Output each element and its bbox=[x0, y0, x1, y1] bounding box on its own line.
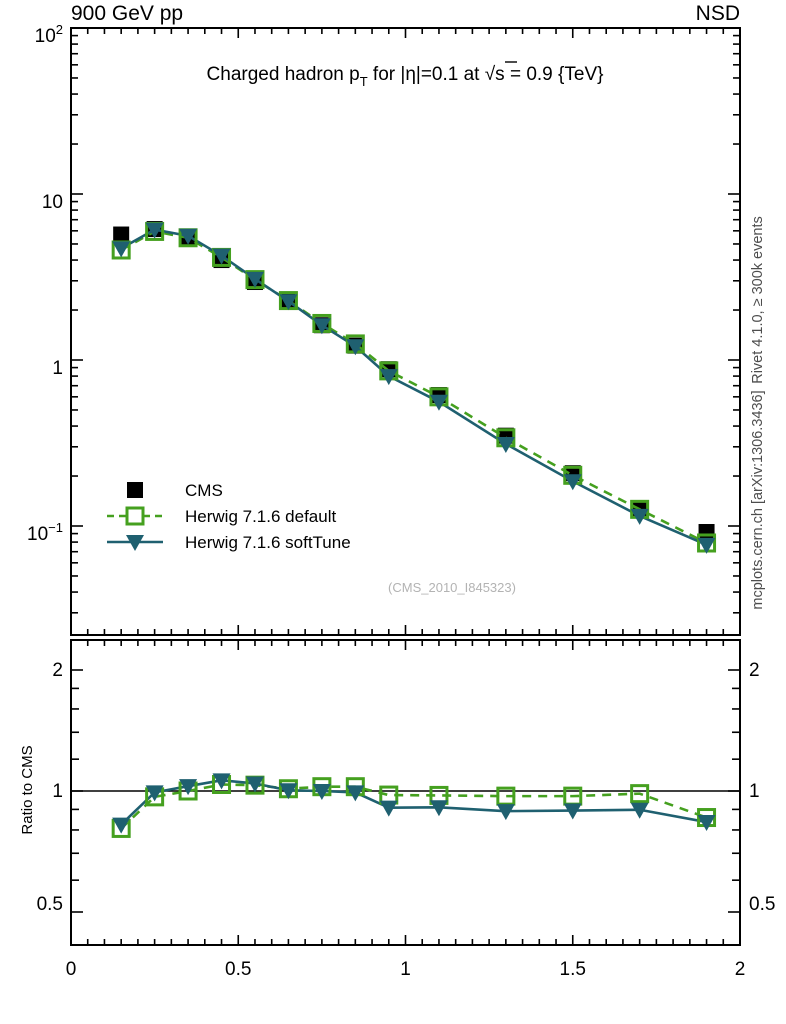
side-label-rivet: Rivet 4.1.0, ≥ 300k events bbox=[750, 216, 766, 384]
datapoint-herwig-softtune bbox=[379, 369, 398, 386]
datapoint-herwig-softtune bbox=[563, 474, 582, 491]
ratio-point-herwig-softtune bbox=[312, 784, 331, 800]
main-ytick-0.1: 10−1 bbox=[27, 520, 63, 545]
datapoint-herwig-softtune bbox=[212, 248, 231, 265]
ratio-panel-ticks bbox=[70, 640, 741, 945]
ratio-point-herwig-softtune bbox=[212, 773, 231, 790]
ratio-point-herwig-softtune bbox=[630, 802, 649, 819]
ratio-ytick-2-right: 2 bbox=[749, 660, 760, 681]
ratio-series-line bbox=[120, 783, 707, 830]
datapoint-herwig-softtune bbox=[112, 241, 131, 258]
datapoint-herwig-softtune bbox=[346, 339, 365, 356]
ratio-data-series bbox=[111, 773, 717, 838]
datapoint-herwig-softtune bbox=[245, 271, 264, 288]
ratio-point-herwig-default bbox=[630, 784, 650, 804]
ratio-point-herwig-softtune bbox=[179, 779, 198, 796]
datapoint-herwig-softtune bbox=[630, 508, 649, 525]
ratio-ytick-0.5-right: 0.5 bbox=[749, 894, 775, 915]
ratio-ytick-2-left: 2 bbox=[52, 660, 63, 681]
legend-marker-default bbox=[125, 506, 145, 526]
main-plot-panel: Charged hadron pT for |η|=0.1 at √s = 0.… bbox=[27, 22, 741, 636]
ratio-point-herwig-softtune bbox=[346, 785, 365, 802]
x-tick-label: 0 bbox=[66, 959, 77, 980]
datapoint-herwig-softtune bbox=[496, 436, 515, 453]
legend-marker-cms bbox=[127, 482, 143, 498]
legend-label: Herwig 7.1.6 softTune bbox=[185, 533, 351, 552]
ratio-point-herwig-softtune bbox=[145, 785, 164, 802]
x-tick-label: 1.5 bbox=[560, 959, 586, 980]
ratio-point-herwig-softtune bbox=[697, 815, 716, 832]
legend: CMS Herwig 7.1.6 default Herwig 7.1.6 soft… bbox=[107, 481, 351, 552]
datapoint-herwig-softtune bbox=[697, 537, 716, 554]
analysis-id-watermark: (CMS_2010_I845323) bbox=[388, 580, 516, 595]
ratio-point-herwig-softtune bbox=[429, 800, 448, 817]
datapoint-cms bbox=[113, 226, 130, 243]
ratio-panel-frame bbox=[70, 639, 741, 946]
series-line bbox=[120, 230, 708, 545]
datapoint-cms bbox=[698, 524, 715, 541]
main-data-series bbox=[111, 221, 717, 554]
main-ytick-1: 1 bbox=[52, 358, 63, 379]
series-line bbox=[120, 228, 708, 547]
legend-marker-softtune bbox=[126, 535, 144, 551]
ratio-point-herwig-softtune bbox=[563, 803, 582, 820]
legend-label: CMS bbox=[185, 481, 223, 500]
ratio-point-herwig-default bbox=[496, 786, 516, 806]
side-label-mcplots: mcplots.cern.ch [arXiv:1306.3436] bbox=[750, 390, 766, 609]
header-right-label: NSD bbox=[696, 2, 740, 25]
x-tick-label: 2 bbox=[735, 959, 746, 980]
main-ytick-100: 102 bbox=[35, 22, 63, 47]
main-panel-ticks bbox=[70, 28, 741, 635]
ratio-plot-panel: 2 1 0.5 2 1 0.5 Ratio to CMS 0 0.5 1 1.5 2 bbox=[19, 639, 775, 980]
datapoint-herwig-softtune bbox=[145, 222, 164, 239]
ratio-point-herwig-softtune bbox=[496, 804, 515, 821]
ratio-ytick-1-right: 1 bbox=[749, 781, 760, 802]
datapoint-herwig-softtune bbox=[279, 294, 298, 311]
ratio-ytick-1-left: 1 bbox=[52, 781, 63, 802]
header-left-label: 900 GeV pp bbox=[71, 2, 183, 25]
x-tick-label: 0.5 bbox=[225, 959, 251, 980]
datapoint-herwig-softtune bbox=[179, 228, 198, 245]
datapoint-herwig-softtune bbox=[429, 394, 448, 411]
x-tick-label: 1 bbox=[400, 959, 411, 980]
ratio-point-herwig-softtune bbox=[279, 783, 298, 800]
plot-title: Charged hadron pT for |η|=0.1 at √s = 0.… bbox=[207, 64, 604, 89]
main-panel-frame bbox=[70, 27, 741, 636]
legend-label: Herwig 7.1.6 default bbox=[185, 507, 336, 526]
ratio-point-herwig-softtune bbox=[245, 776, 264, 793]
datapoint-herwig-softtune bbox=[312, 318, 331, 335]
ratio-point-herwig-softtune bbox=[112, 817, 131, 834]
ratio-ytick-0.5-left: 0.5 bbox=[37, 894, 63, 915]
ratio-point-herwig-softtune bbox=[379, 800, 398, 817]
ratio-axis-title: Ratio to CMS bbox=[19, 745, 36, 834]
main-ytick-10: 10 bbox=[42, 192, 63, 213]
x-axis-tick-labels: 0 0.5 1 1.5 2 bbox=[66, 959, 746, 980]
